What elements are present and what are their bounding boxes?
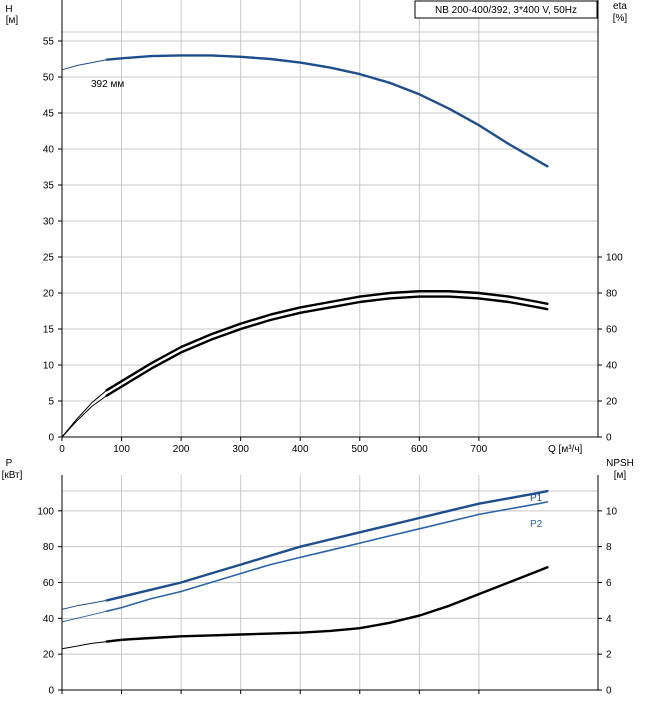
y-right-tick-label: 40 bbox=[606, 361, 618, 372]
x-tick-label: 500 bbox=[351, 444, 368, 455]
x-tick-label: 600 bbox=[411, 444, 428, 455]
y-left-tick-label: 55 bbox=[43, 37, 55, 48]
y-right-tick-label: 4 bbox=[606, 614, 612, 625]
y-left-tick-label: 50 bbox=[43, 73, 55, 84]
x-tick-label: 0 bbox=[59, 444, 65, 455]
y-right-tick-label: 60 bbox=[606, 325, 618, 336]
y-left-axis-unit: [кВт] bbox=[2, 470, 23, 481]
y-left-tick-label: 0 bbox=[48, 686, 54, 697]
y-left-tick-label: 30 bbox=[43, 217, 55, 228]
y-left-tick-label: 5 bbox=[48, 397, 54, 408]
y-left-tick-label: 35 bbox=[43, 181, 55, 192]
y-left-tick-label: 80 bbox=[43, 542, 55, 553]
y-right-axis-title: NPSH bbox=[606, 458, 634, 469]
y-left-tick-label: 40 bbox=[43, 145, 55, 156]
p-npsh-series-1-extension-line bbox=[61, 610, 107, 623]
x-tick-label: 300 bbox=[232, 444, 249, 455]
h-eta-series-1-line bbox=[105, 290, 549, 392]
impeller-diameter-label: 392 мм bbox=[91, 79, 124, 90]
y-left-tick-label: 15 bbox=[43, 325, 55, 336]
h-eta-series-0-extension-line bbox=[61, 59, 107, 71]
p-npsh-series-0-extension-line bbox=[61, 599, 107, 610]
y-right-tick-label: 10 bbox=[606, 506, 618, 517]
y-right-tick-label: 0 bbox=[606, 433, 612, 444]
title-box bbox=[414, 0, 598, 19]
p2-series-label: P2 bbox=[530, 519, 543, 530]
p-npsh-series-2-extension-line bbox=[61, 641, 107, 650]
y-right-tick-label: 20 bbox=[606, 397, 618, 408]
chart-title: NB 200-400/392, 3*400 V, 50Hz bbox=[435, 5, 577, 16]
x-tick-label: 700 bbox=[471, 444, 488, 455]
y-left-tick-label: 0 bbox=[48, 433, 54, 444]
y-left-axis-title: P bbox=[6, 458, 13, 469]
y-right-tick-label: 8 bbox=[606, 542, 612, 553]
y-left-tick-label: 10 bbox=[43, 361, 55, 372]
x-tick-label: 400 bbox=[292, 444, 309, 455]
x-tick-label: 200 bbox=[173, 444, 190, 455]
p-npsh-series-1-line bbox=[105, 501, 549, 613]
h-eta-series-2-line bbox=[105, 295, 549, 397]
h-eta-series-2-extension-line bbox=[61, 395, 107, 438]
h-eta-series-0-line bbox=[105, 54, 549, 168]
p1-series-label: P1 bbox=[530, 493, 543, 504]
y-right-tick-label: 6 bbox=[606, 578, 612, 589]
y-left-tick-label: 45 bbox=[43, 109, 55, 120]
p-npsh-series-2-line bbox=[105, 566, 549, 643]
p-npsh-series-0-line bbox=[105, 489, 549, 602]
y-right-axis-unit: [м] bbox=[614, 470, 627, 481]
y-left-tick-label: 20 bbox=[43, 650, 55, 661]
x-axis-title: Q [м³/ч] bbox=[548, 444, 583, 455]
h-eta-series-1-extension-line bbox=[61, 389, 108, 438]
y-left-axis-title: H bbox=[5, 4, 12, 15]
y-left-axis-unit: [м] bbox=[6, 15, 19, 26]
x-tick-label: 100 bbox=[113, 444, 130, 455]
y-right-tick-label: 100 bbox=[606, 253, 623, 264]
y-left-tick-label: 100 bbox=[37, 506, 54, 517]
y-right-tick-label: 80 bbox=[606, 289, 618, 300]
y-right-axis-title: eta bbox=[613, 1, 627, 12]
y-left-tick-label: 20 bbox=[43, 289, 55, 300]
y-left-tick-label: 25 bbox=[43, 253, 55, 264]
y-left-tick-label: 60 bbox=[43, 578, 55, 589]
y-right-tick-label: 0 bbox=[606, 686, 612, 697]
y-right-axis-unit: [%] bbox=[613, 13, 628, 24]
y-left-tick-label: 40 bbox=[43, 614, 55, 625]
y-right-tick-label: 2 bbox=[606, 650, 612, 661]
